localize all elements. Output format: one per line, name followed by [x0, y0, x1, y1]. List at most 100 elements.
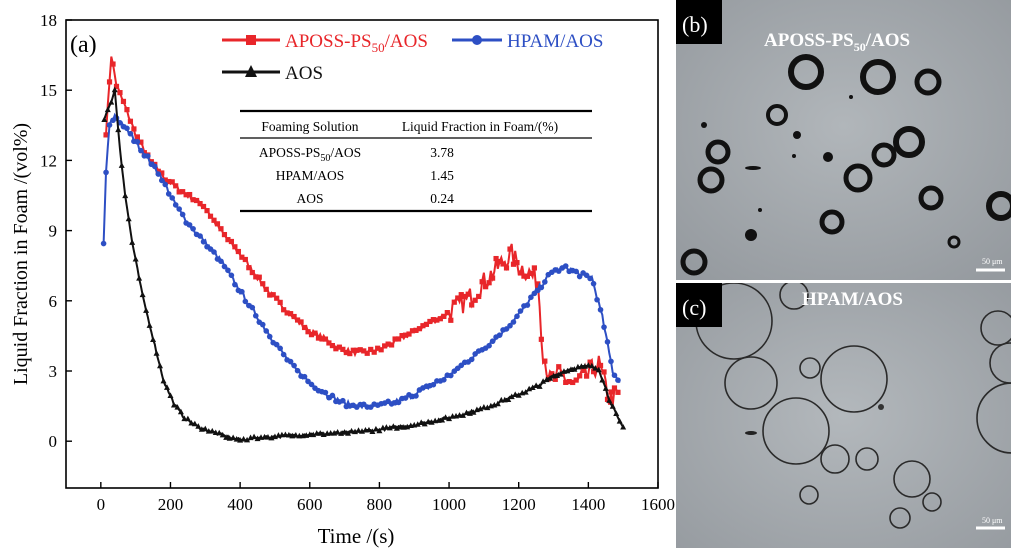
- data-point-aposs: [281, 307, 287, 313]
- data-point-aposs: [315, 335, 322, 341]
- data-point-hpam: [127, 130, 134, 137]
- data-point-aposs: [253, 274, 259, 280]
- micrograph-c-background: [676, 283, 1011, 548]
- data-point-hpam: [413, 393, 419, 399]
- legend-marker-hpam: [472, 35, 482, 45]
- bubble: [947, 235, 961, 249]
- panel-label-b: (b): [682, 12, 708, 37]
- micrograph-c-title: HPAM/AOS: [802, 289, 903, 310]
- series-aposs: [103, 56, 621, 407]
- data-point-aposs: [371, 349, 377, 355]
- data-point-aos: [616, 418, 623, 424]
- data-point-aos: [317, 430, 324, 436]
- data-point-aos: [209, 427, 216, 434]
- data-point-aos: [334, 429, 341, 435]
- bubble: [705, 139, 731, 165]
- bubble: [893, 126, 925, 158]
- data-point-aposs: [503, 265, 510, 271]
- series-aos: [101, 86, 627, 443]
- data-point-hpam: [239, 288, 245, 295]
- data-point-aposs: [531, 265, 537, 271]
- data-point-aposs: [448, 317, 454, 323]
- data-point-aos: [376, 427, 383, 434]
- data-point-aposs: [103, 132, 109, 138]
- data-point-aposs: [361, 348, 367, 354]
- bubble: [724, 356, 778, 410]
- data-point-aposs: [549, 371, 555, 377]
- data-point-hpam: [517, 308, 524, 314]
- data-point-aos: [480, 404, 487, 410]
- data-point-aposs: [451, 299, 457, 305]
- data-point-aos: [386, 424, 393, 431]
- debris: [878, 404, 884, 410]
- data-point-hpam: [165, 191, 172, 197]
- data-point-aos: [184, 415, 191, 422]
- data-point-hpam: [225, 267, 231, 274]
- data-point-aposs: [556, 364, 562, 370]
- data-point-aos: [341, 429, 348, 435]
- data-point-hpam: [169, 195, 176, 201]
- data-point-aposs: [239, 254, 245, 260]
- data-point-hpam: [221, 263, 228, 270]
- data-point-aposs: [563, 379, 569, 385]
- data-point-aposs: [500, 261, 506, 267]
- y-tick-label: 0: [49, 432, 58, 451]
- legend-entry-hpam: HPAM/AOS: [452, 31, 603, 52]
- data-point-hpam: [228, 272, 235, 279]
- bubble: [766, 104, 788, 126]
- data-point-aposs: [577, 373, 583, 379]
- data-point-aos: [571, 366, 578, 372]
- legend-label-hpam: HPAM/AOS: [507, 31, 603, 52]
- data-point-aos: [505, 396, 512, 403]
- data-point-aos: [191, 420, 198, 427]
- data-point-hpam: [106, 122, 113, 128]
- bubble: [788, 54, 824, 90]
- data-point-aposs: [180, 189, 186, 195]
- bubble: [680, 248, 708, 276]
- table-row-label: AOS: [296, 191, 323, 206]
- data-point-aos: [355, 427, 362, 433]
- table-header-solution: Foaming Solution: [261, 119, 358, 134]
- data-point-aposs: [590, 369, 597, 375]
- data-point-hpam: [200, 238, 207, 245]
- data-point-aos: [167, 392, 174, 399]
- plot-frame: [65, 19, 659, 489]
- data-point-aposs: [336, 344, 342, 350]
- data-point-hpam: [294, 367, 301, 374]
- data-point-aposs: [117, 90, 123, 96]
- data-point-aposs: [496, 258, 503, 265]
- bubble: [779, 283, 809, 310]
- data-point-aposs: [183, 192, 189, 198]
- data-point-hpam: [176, 206, 182, 212]
- data-point-hpam: [430, 381, 437, 388]
- data-point-aposs: [200, 203, 207, 210]
- bubble: [889, 507, 911, 529]
- data-point-hpam: [179, 211, 186, 218]
- bubble-small: [849, 95, 853, 99]
- panel-c-label-bg: [676, 283, 722, 327]
- data-point-aposs: [378, 347, 384, 353]
- data-point-aposs: [298, 319, 304, 325]
- data-point-hpam: [576, 273, 583, 280]
- y-tick-label: 3: [49, 362, 58, 381]
- data-point-aposs: [263, 286, 269, 292]
- data-point-aposs: [573, 377, 579, 383]
- data-point-aposs: [430, 317, 436, 323]
- table-header-fraction: Liquid Fraction in Foam/(%): [402, 119, 558, 134]
- y-tick-label: 18: [40, 11, 57, 30]
- data-point-hpam: [232, 281, 238, 288]
- data-point-aos: [240, 435, 247, 442]
- data-point-aposs: [347, 350, 353, 357]
- data-point-hpam: [100, 240, 107, 247]
- data-point-aos: [428, 419, 435, 425]
- data-point-aposs: [604, 396, 611, 402]
- data-point-aposs: [611, 385, 618, 391]
- y-tick-label: 12: [40, 151, 57, 170]
- data-point-aposs: [350, 347, 356, 353]
- inset-table: Foaming Solution Liquid Fraction in Foam…: [240, 109, 592, 213]
- legend-label-aposs: APOSS-PS50/AOS: [285, 31, 428, 55]
- data-point-aos: [216, 429, 223, 436]
- data-point-aposs: [113, 83, 120, 89]
- bubble: [871, 142, 897, 168]
- bubble: [799, 485, 819, 505]
